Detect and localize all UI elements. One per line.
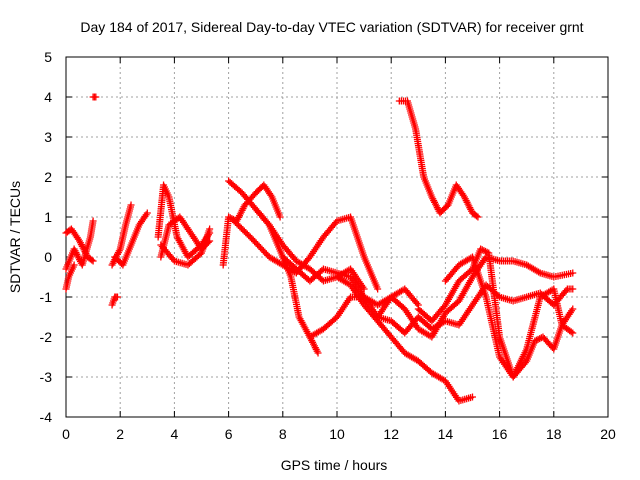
data-point-marker bbox=[89, 257, 97, 265]
series-seg-f bbox=[108, 201, 135, 269]
y-axis-label: SDTVAR / TECUs bbox=[7, 181, 23, 293]
data-point-marker bbox=[374, 285, 382, 293]
data-point-marker bbox=[314, 349, 322, 357]
y-tick-label: 2 bbox=[44, 169, 52, 185]
data-point-marker bbox=[569, 305, 577, 313]
series-seg-d bbox=[89, 93, 100, 101]
data-point-marker bbox=[113, 293, 121, 301]
series-seg-b bbox=[62, 225, 97, 265]
y-tick-label: -4 bbox=[40, 409, 53, 425]
y-tick-label: 0 bbox=[44, 249, 52, 265]
data-point-marker bbox=[413, 299, 421, 307]
data-point-marker bbox=[276, 213, 284, 221]
data-point-marker bbox=[474, 213, 482, 221]
data-point-marker bbox=[569, 329, 577, 337]
y-tick-label: 1 bbox=[44, 209, 52, 225]
series-seg-n bbox=[252, 205, 368, 293]
data-point-marker bbox=[531, 337, 539, 345]
x-tick-label: 20 bbox=[600, 426, 616, 442]
data-point-marker bbox=[92, 93, 100, 101]
data-point-marker bbox=[89, 217, 97, 225]
data-point-marker bbox=[143, 209, 151, 217]
data-point-marker bbox=[469, 393, 476, 401]
series-seg-a bbox=[62, 217, 97, 273]
data-point-marker bbox=[478, 246, 486, 254]
x-tick-label: 18 bbox=[546, 426, 562, 442]
y-tick-label: -1 bbox=[40, 289, 53, 305]
data-point-marker bbox=[88, 256, 96, 264]
data-point-marker bbox=[70, 261, 78, 269]
y-tick-label: 5 bbox=[44, 49, 52, 65]
chart-title: Day 184 of 2017, Sidereal Day-to-day VTE… bbox=[80, 19, 583, 35]
data-points bbox=[62, 93, 577, 405]
grid-lines bbox=[66, 57, 608, 417]
data-point-marker bbox=[480, 247, 488, 255]
y-tick-label: -2 bbox=[40, 329, 53, 345]
data-point-marker bbox=[567, 328, 575, 336]
x-tick-label: 6 bbox=[225, 426, 233, 442]
y-tick-label: 4 bbox=[44, 89, 52, 105]
data-point-marker bbox=[206, 225, 214, 233]
data-point-marker bbox=[569, 285, 577, 293]
series-seg-r bbox=[395, 97, 482, 221]
series-seg-q bbox=[279, 253, 577, 341]
x-tick-label: 8 bbox=[279, 426, 287, 442]
series-seg-k bbox=[219, 181, 284, 269]
x-tick-label: 14 bbox=[438, 426, 454, 442]
x-tick-label: 10 bbox=[329, 426, 345, 442]
series-seg-u bbox=[441, 253, 577, 381]
data-point-marker bbox=[225, 213, 233, 221]
series-seg-c bbox=[62, 261, 78, 293]
x-tick-label: 0 bbox=[62, 426, 70, 442]
data-point-marker bbox=[226, 214, 234, 222]
series-seg-j bbox=[157, 225, 214, 269]
x-tick-label: 16 bbox=[492, 426, 508, 442]
y-tick-label: -3 bbox=[40, 369, 53, 385]
x-tick-label: 12 bbox=[383, 426, 399, 442]
series-seg-e bbox=[108, 293, 121, 309]
data-point-marker bbox=[360, 285, 368, 293]
data-point-marker bbox=[482, 247, 490, 255]
data-point-marker bbox=[562, 287, 570, 295]
data-point-marker bbox=[534, 335, 542, 343]
x-tick-label: 2 bbox=[116, 426, 124, 442]
x-axis-label: GPS time / hours bbox=[281, 457, 388, 473]
series-seg-g bbox=[111, 209, 151, 269]
data-point-marker bbox=[569, 269, 577, 277]
series-seg-t bbox=[414, 245, 577, 381]
y-tick-label: 3 bbox=[44, 129, 52, 145]
x-tick-label: 4 bbox=[171, 426, 179, 442]
series-seg-p bbox=[333, 273, 476, 405]
data-point-marker bbox=[473, 212, 481, 220]
data-point-marker bbox=[127, 201, 135, 209]
data-point-marker bbox=[532, 336, 540, 344]
data-point-marker bbox=[477, 245, 485, 253]
